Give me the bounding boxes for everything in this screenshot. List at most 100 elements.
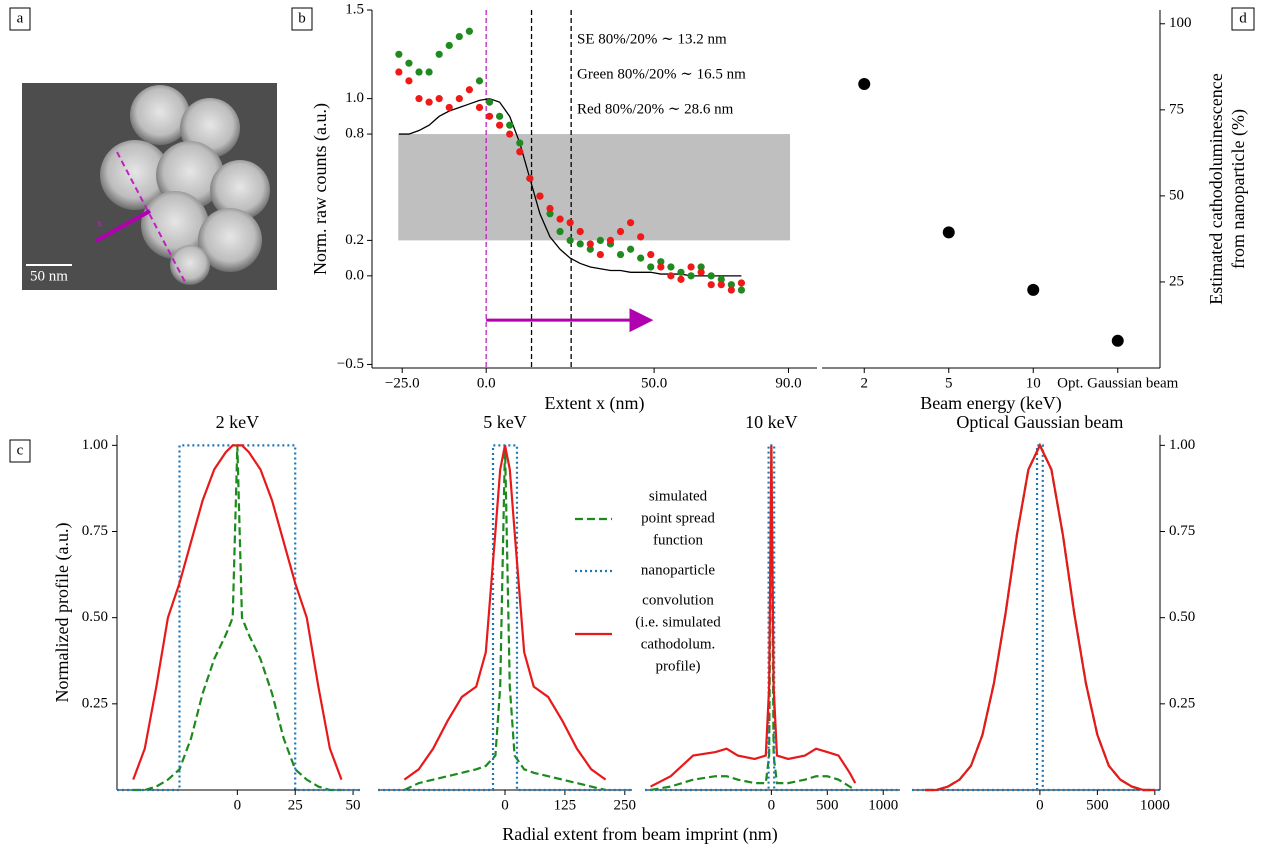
annotation: SE 80%/20% ∼ 13.2 nm: [577, 31, 727, 47]
y-tick-label: 0.75: [82, 523, 108, 539]
data-point: [737, 279, 746, 287]
data-point: [496, 121, 504, 129]
data-point: [697, 263, 705, 271]
se-line: [398, 97, 742, 277]
data-point: [405, 59, 413, 67]
y2-tick-label: 75: [1169, 101, 1184, 117]
legend-label: cathodolum.: [641, 636, 716, 652]
data-point: [637, 233, 645, 241]
data-point: [677, 268, 685, 276]
data-point: [566, 219, 574, 227]
scale-bar-label: 50 nm: [30, 268, 68, 284]
data-point: [717, 275, 725, 283]
panel-label-box: [291, 7, 313, 31]
legend-label: simulated: [649, 488, 708, 504]
data-point: [415, 95, 423, 103]
data-point: [516, 139, 524, 147]
panel-label-box: [9, 7, 31, 31]
x-tick-label: 0: [768, 797, 776, 813]
data-point: [677, 275, 685, 283]
legend-label: convolution: [642, 592, 714, 608]
subplot-title: Optical Gaussian beam: [956, 412, 1123, 432]
y-tick-label: 1.00: [82, 437, 108, 453]
x-tick-label: 500: [1086, 797, 1109, 813]
data-point: [576, 240, 584, 248]
y-axis-label: Normalized profile (a.u.): [52, 523, 73, 703]
data-point: [496, 112, 504, 120]
y-tick-label: 0.50: [82, 609, 108, 625]
data-point: [737, 286, 746, 294]
data-point: [858, 78, 871, 91]
x-tick-label: 0.0: [477, 375, 496, 391]
x-tick-label: 25: [288, 797, 303, 813]
data-point: [526, 174, 534, 182]
data-point: [1027, 283, 1040, 296]
micrograph: [22, 83, 277, 290]
panel-label-box: [1231, 7, 1255, 31]
data-point: [727, 286, 735, 294]
annotation: Red 80%/20% ∼ 28.6 nm: [577, 101, 734, 117]
data-point: [576, 227, 584, 236]
data-point: [435, 50, 443, 58]
profile-line: [403, 445, 606, 792]
x-tick-label: 50.0: [641, 375, 667, 391]
data-point: [536, 192, 544, 200]
data-point: [395, 68, 403, 76]
subplot-title: 2 keV: [216, 412, 260, 432]
data-point: [707, 272, 715, 280]
data-point: [546, 210, 554, 218]
y2-axis-label: from nanoparticle (%): [1228, 109, 1249, 269]
data-point: [465, 27, 473, 35]
data-point: [596, 250, 604, 259]
data-point: [556, 215, 564, 223]
data-point: [616, 227, 625, 236]
x-tick-label: −25.0: [385, 375, 420, 391]
panel-label: b: [298, 10, 306, 26]
data-point: [425, 68, 433, 76]
y-tick-label: 0.8: [345, 125, 364, 141]
data-point: [485, 98, 494, 106]
data-point: [415, 68, 423, 76]
data-point: [687, 272, 695, 280]
y2-axis-label: Estimated cathodoluminescence: [1206, 73, 1226, 304]
x-axis-label: Radial extent from beam imprint (nm): [502, 824, 777, 845]
x-tick-label: 90.0: [775, 375, 801, 391]
data-point: [556, 227, 564, 236]
annotation: Green 80%/20% ∼ 16.5 nm: [577, 66, 746, 82]
data-point: [606, 236, 615, 244]
y2-tick-label: 100: [1169, 15, 1192, 31]
data-point: [465, 86, 473, 94]
panel-label: c: [17, 442, 24, 458]
legend-label: function: [653, 532, 703, 548]
y-axis-label: Norm. raw counts (a.u.): [310, 103, 331, 275]
data-point: [506, 121, 514, 129]
x-tick-label: 50: [346, 797, 361, 813]
profile-line: [924, 442, 1155, 792]
x-tick-label: 0: [1036, 797, 1044, 813]
legend-label: nanoparticle: [641, 562, 715, 578]
data-point: [647, 250, 655, 259]
data-point: [445, 103, 453, 112]
panel-label-box: [9, 439, 31, 463]
profile-line: [650, 445, 857, 788]
x-tick-label: 2: [861, 375, 869, 391]
profile-line: [133, 445, 342, 792]
profile-line: [924, 442, 1155, 792]
data-point: [566, 236, 574, 244]
x-tick-label: 5: [945, 375, 953, 391]
x-tick-label: 250: [614, 797, 637, 813]
data-point: [637, 254, 645, 262]
y-tick-label: −0.5: [337, 356, 364, 372]
x-tick-label: 10: [1026, 375, 1041, 391]
data-point: [627, 245, 635, 253]
x-tick-label: 0: [501, 797, 509, 813]
profile-line: [403, 445, 607, 781]
x-tick-label: 500: [816, 797, 839, 813]
legend-label: (i.e. simulated: [635, 614, 721, 630]
y2-tick-label: 25: [1169, 273, 1184, 289]
y-tick-label: 0.50: [1169, 609, 1195, 625]
y-tick-label: 1.0: [345, 90, 364, 106]
data-point: [942, 226, 955, 239]
data-point: [445, 41, 453, 50]
data-point: [506, 130, 514, 138]
